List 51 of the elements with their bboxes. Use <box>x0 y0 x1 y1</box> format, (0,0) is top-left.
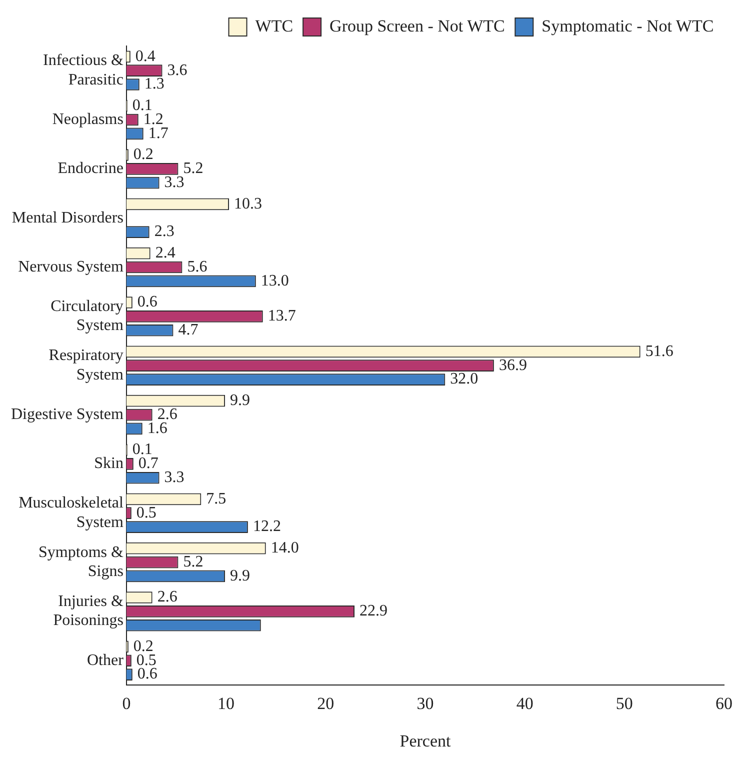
data-label: 12.2 <box>252 518 281 536</box>
data-label: 22.9 <box>360 602 388 620</box>
y-tick-label: Other <box>87 652 124 669</box>
y-tick-label: Respiratory System <box>48 347 124 384</box>
x-tick-label: 60 <box>716 694 732 713</box>
data-label: 51.6 <box>645 342 674 360</box>
legend-label: Symptomatic - Not WTC <box>542 16 714 36</box>
data-label: 13.7 <box>268 308 296 325</box>
data-label: 5.2 <box>183 160 204 178</box>
x-tick-label: 30 <box>416 694 434 713</box>
y-tick-label: Digestive System <box>11 406 124 423</box>
data-label: 1.3 <box>144 76 164 93</box>
legend-label: WTC <box>255 16 294 36</box>
y-tick-label: Mental Disorders <box>12 209 124 226</box>
data-label: 0.2 <box>133 146 154 164</box>
data-label: 5.6 <box>187 258 208 276</box>
y-tick-label: Injuries & Poisonings <box>53 593 124 630</box>
data-label: 4.7 <box>178 322 198 339</box>
y-tick-label: Symptoms & Signs <box>38 544 124 580</box>
data-label: 0.5 <box>136 504 156 522</box>
y-tick-label: Neoplasms <box>52 110 124 128</box>
data-label: 2.4 <box>155 244 176 262</box>
y-tick-label: Circulatory System <box>50 298 124 334</box>
data-label: 7.5 <box>206 490 226 508</box>
y-tick-label: Infectious & Parasitic <box>43 52 124 88</box>
data-label: 0.4 <box>135 48 156 65</box>
data-label: 5.2 <box>183 553 204 570</box>
y-tick-label: Nervous System <box>18 258 124 276</box>
data-label: 2.3 <box>154 223 174 240</box>
data-label: 2.6 <box>157 588 178 606</box>
x-tick-label: 10 <box>218 694 235 713</box>
data-label: 9.9 <box>230 392 250 410</box>
x-tick-label: 0 <box>122 694 131 713</box>
data-label: 0.6 <box>137 294 158 311</box>
x-axis-title: Percent <box>400 731 451 750</box>
data-label: 10.3 <box>234 195 262 212</box>
data-label: 36.9 <box>498 356 527 374</box>
legend-label: Group Screen - Not WTC <box>330 16 505 36</box>
data-label: 3.3 <box>164 469 184 486</box>
x-tick-label: 20 <box>317 694 334 713</box>
y-tick-label: Endocrine <box>58 160 124 178</box>
data-label: 3.6 <box>167 62 188 79</box>
x-tick-label: 40 <box>516 694 534 713</box>
data-label: 14.0 <box>270 540 299 557</box>
y-tick-label: Musculoskeletal System <box>18 494 124 531</box>
x-tick-label: 50 <box>616 694 633 713</box>
data-label: 32.0 <box>450 370 478 388</box>
data-label: 13.0 <box>260 272 289 290</box>
data-label: 9.9 <box>230 567 250 584</box>
y-tick-label: Skin <box>94 455 124 472</box>
data-label: 3.3 <box>164 174 184 192</box>
